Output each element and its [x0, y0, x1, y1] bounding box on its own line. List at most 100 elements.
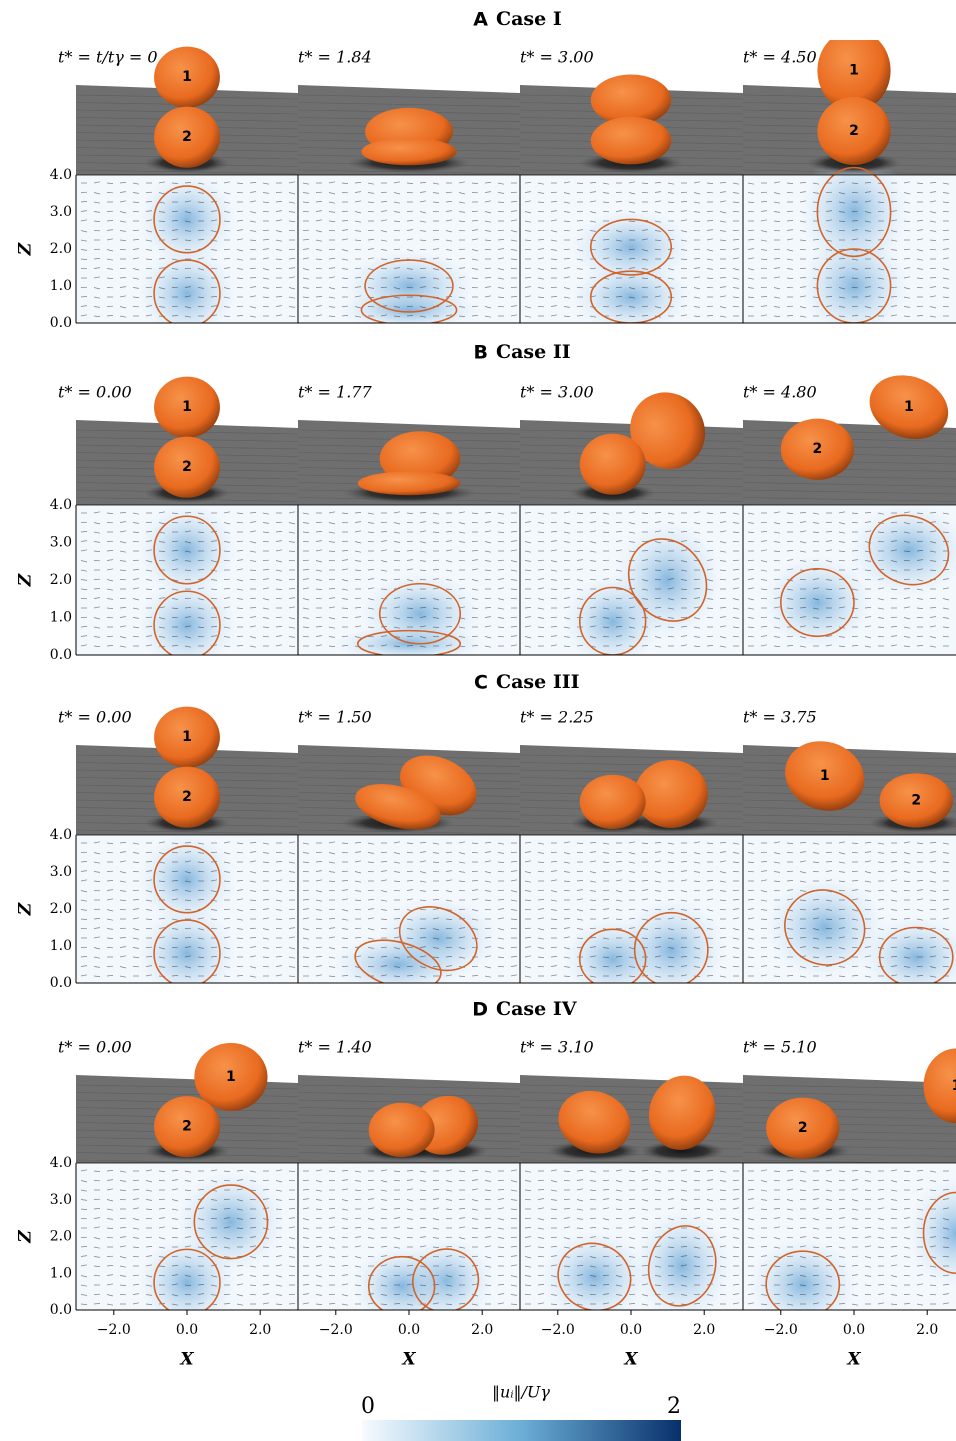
velocity-arrow [302, 852, 310, 854]
velocity-arrow [445, 588, 453, 590]
velocity-arrow [145, 549, 153, 552]
case-title: Case II [496, 341, 571, 363]
velocity-arrow [747, 257, 755, 260]
velocity-arrow [471, 1283, 479, 1286]
velocity-arrow [825, 909, 833, 911]
velocity-arrow [80, 909, 88, 911]
velocity-arrow [654, 880, 662, 883]
droplet-3d [558, 1090, 631, 1154]
floor-grid [520, 777, 743, 782]
velocity-arrow [942, 578, 950, 580]
floor-grid [743, 482, 956, 487]
velocity-arrow [262, 569, 270, 571]
velocity-arrow [80, 1169, 88, 1172]
velocity-arrow [497, 531, 505, 533]
velocity-arrow [249, 230, 257, 232]
velocity-arrow [132, 1227, 140, 1230]
velocity-arrow [249, 1275, 257, 1277]
velocity-arrow [510, 549, 518, 552]
velocity-arrow [406, 1227, 414, 1229]
velocity-arrow [693, 918, 701, 920]
velocity-arrow [93, 1208, 101, 1210]
velocity-arrow [799, 230, 807, 232]
interface [354, 939, 442, 983]
velocity-arrow [249, 512, 257, 514]
velocity-arrow [302, 531, 310, 533]
velocity-arrow [825, 560, 833, 563]
velocity-arrow [589, 541, 597, 544]
velocity-arrow [812, 899, 820, 901]
velocity-arrow [484, 975, 492, 978]
velocity-arrow [773, 1208, 781, 1210]
velocity-arrow [786, 182, 794, 184]
velocity-arrow [223, 511, 231, 514]
velocity-arrow [719, 851, 727, 853]
droplet-label: 2 [182, 789, 192, 805]
velocity-arrow [732, 1227, 740, 1230]
velocity-arrow [773, 1226, 781, 1229]
velocity-arrow [812, 512, 820, 515]
velocity-arrow [942, 917, 950, 920]
velocity-arrow [171, 1227, 179, 1229]
velocity-arrow [877, 1198, 885, 1200]
velocity-arrow [288, 1208, 296, 1210]
velocity-arrow [628, 522, 636, 525]
velocity-arrow [706, 220, 714, 222]
velocity-arrow [877, 928, 885, 931]
velocity-arrow [93, 192, 101, 195]
velocity-arrow [210, 879, 218, 882]
velocity-arrow [432, 1207, 440, 1210]
velocity-arrow [773, 956, 781, 959]
velocity-arrow [158, 306, 166, 308]
velocity-arrow [341, 1294, 349, 1297]
velocity-arrow [510, 1199, 518, 1201]
velocity-arrow [877, 917, 885, 920]
velocity-arrow [275, 909, 283, 911]
velocity-arrow [903, 522, 911, 525]
velocity-arrow [602, 1218, 610, 1221]
velocity-arrow [628, 861, 636, 864]
velocity-arrow [341, 1170, 349, 1172]
velocity-arrow [537, 239, 545, 241]
flow-blob [137, 246, 237, 323]
velocity-arrow [106, 880, 114, 882]
velocity-arrow [524, 286, 532, 288]
velocity-arrow [328, 617, 336, 620]
velocity-arrow [760, 239, 768, 242]
velocity-arrow [903, 550, 911, 552]
velocity-arrow [484, 239, 492, 241]
velocity-arrow [419, 871, 427, 874]
velocity-arrow [419, 645, 427, 648]
velocity-arrow [158, 626, 166, 629]
velocity-arrow [406, 512, 414, 514]
velocity-arrow [719, 871, 727, 874]
velocity-arrow [184, 530, 192, 533]
droplet-3d [355, 784, 441, 830]
velocity-arrow [158, 852, 166, 855]
velocity-arrow [773, 626, 781, 629]
velocity-arrow [236, 598, 244, 600]
velocity-arrow [171, 842, 179, 844]
velocity-arrow [602, 192, 610, 194]
velocity-arrow [223, 871, 231, 873]
velocity-arrow [641, 568, 649, 571]
velocity-arrow [563, 861, 571, 864]
velocity-arrow [602, 1302, 610, 1305]
velocity-arrow [747, 1189, 755, 1191]
velocity-arrow [786, 645, 794, 647]
velocity-arrow [328, 841, 336, 844]
droplet-label: 2 [798, 1120, 808, 1136]
velocity-arrow [119, 286, 127, 288]
velocity-arrow [341, 182, 349, 184]
velocity-arrow [786, 277, 794, 279]
velocity-arrow [641, 918, 649, 921]
flow-blob [137, 172, 237, 267]
velocity-arrow [812, 1207, 820, 1210]
velocity-arrow [799, 1256, 807, 1259]
velocity-arrow [628, 315, 636, 317]
velocity-arrow [654, 1256, 662, 1259]
velocity-arrow [380, 899, 388, 902]
velocity-arrow [393, 1217, 401, 1219]
velocity-arrow [667, 956, 675, 958]
velocity-arrow [773, 645, 781, 647]
